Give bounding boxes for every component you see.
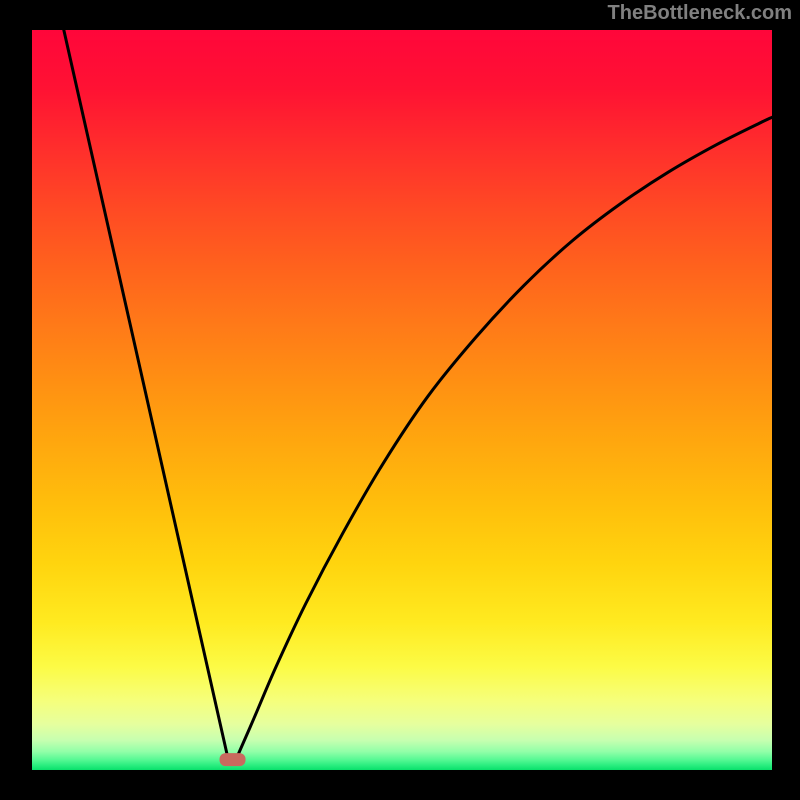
chart-svg (32, 30, 772, 770)
chart-background (32, 30, 772, 770)
optimum-marker (220, 753, 246, 766)
attribution-text: TheBottleneck.com (608, 2, 792, 25)
chart-plot-area (32, 30, 772, 770)
